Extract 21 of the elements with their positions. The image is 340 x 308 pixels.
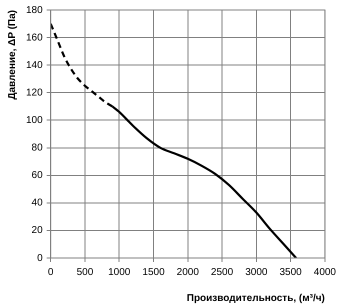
x-tick-label: 1500: [142, 266, 166, 278]
x-tick-label: 3500: [279, 266, 302, 278]
y-tick-label: 140: [26, 60, 44, 71]
x-tick-label: 0: [48, 266, 54, 278]
y-tick-label: 60: [32, 170, 44, 182]
y-tick-label: 20: [32, 225, 44, 236]
y-tick-label: 160: [26, 32, 44, 44]
x-tick-label: 2500: [210, 266, 234, 278]
y-tick-label: 0: [37, 252, 44, 264]
x-tick-label: 4000: [314, 266, 336, 278]
y-tick-label: 100: [26, 114, 44, 126]
x-tick-label: 500: [76, 266, 94, 278]
y-axis-title: Давление, ΔP (Па): [6, 10, 18, 100]
x-tick-label: 3000: [245, 266, 268, 278]
x-tick-label: 2000: [176, 266, 200, 278]
y-tick-label: 80: [32, 142, 44, 154]
x-tick-label: 1000: [108, 266, 131, 278]
y-tick-label: 120: [26, 87, 44, 98]
y-tick-label: 180: [26, 4, 44, 16]
x-axis-title: Производительность, (м³/ч): [186, 292, 325, 304]
y-tick-label: 40: [32, 198, 44, 209]
